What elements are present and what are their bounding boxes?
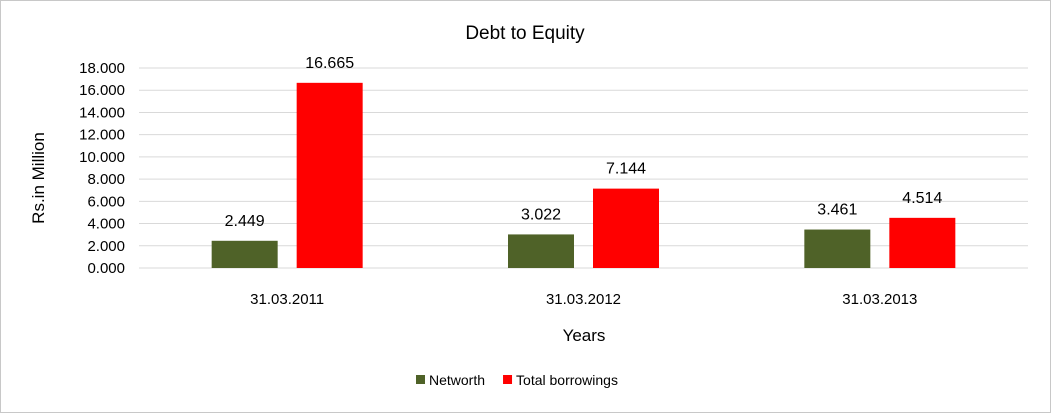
bar-networth — [508, 234, 574, 268]
y-tick-label: 14.000 — [79, 104, 125, 121]
bar-networth — [804, 229, 871, 268]
chart-title: Debt to Equity — [465, 23, 585, 44]
bar-networth — [211, 240, 278, 268]
data-label: 3.022 — [521, 206, 561, 223]
legend-swatch — [503, 375, 513, 384]
y-tick-label: 16.000 — [79, 82, 125, 99]
data-label: 3.461 — [817, 202, 857, 219]
x-tick-label: 31.03.2012 — [546, 291, 621, 308]
y-tick-label: 8.000 — [87, 171, 125, 188]
y-tick-label: 2.000 — [87, 238, 125, 255]
legend-entry: Networth — [429, 372, 485, 388]
data-label: 2.449 — [225, 213, 265, 230]
data-label: 4.514 — [902, 190, 942, 207]
bar-total-borrowings — [296, 82, 363, 268]
y-tick-label: 6.000 — [87, 193, 125, 210]
y-tick-label: 18.000 — [79, 60, 125, 77]
data-label: 7.144 — [606, 161, 646, 178]
x-tick-label: 31.03.2013 — [842, 291, 917, 308]
bars — [211, 82, 956, 268]
data-label: 16.665 — [305, 55, 354, 72]
gridlines — [139, 67, 1028, 269]
legend: Networth Total borrowings — [416, 372, 618, 388]
bar-total-borrowings — [593, 188, 659, 268]
y-tick-label: 4.000 — [87, 216, 125, 233]
x-tick-label: 31.03.2011 — [250, 291, 324, 308]
legend-swatch — [416, 375, 425, 384]
bar-total-borrowings — [889, 217, 956, 268]
x-axis-ticks: 31.03.2011 31.03.2012 31.03.2013 — [250, 291, 917, 308]
y-tick-label: 10.000 — [79, 149, 125, 166]
data-labels: 2.449 16.665 3.022 7.144 3.461 4.514 — [225, 55, 943, 230]
y-axis-ticks: 0.000 2.000 4.000 6.000 8.000 10.000 12.000 14.… — [79, 60, 125, 277]
y-tick-label: 0.000 — [87, 260, 125, 277]
x-axis-title: Years — [563, 326, 606, 345]
y-axis-title: Rs.in Million — [29, 132, 48, 224]
y-tick-label: 12.000 — [79, 127, 125, 144]
legend-entry: Total borrowings — [516, 372, 618, 388]
